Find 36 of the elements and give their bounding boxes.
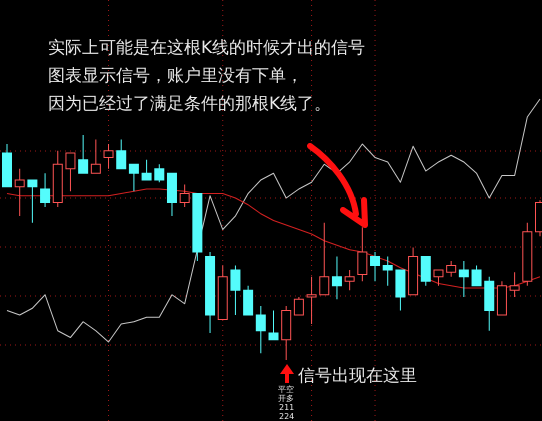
text: 信号出现在这里 [298,366,417,386]
candlestick [382,256,393,286]
candlestick [268,310,278,340]
text: 因为已经过了满足条件的那根K线了。 [48,94,332,114]
candlestick [510,272,520,298]
candlestick [446,260,456,278]
candlestick [319,222,330,296]
text: 开多 [278,394,294,403]
candlestick [27,180,38,224]
candlestick [40,172,50,208]
text: 图表显示信号，账户里没有下单， [48,66,303,86]
candlestick [180,184,190,208]
candlestick [65,152,76,192]
candlestick [78,134,88,174]
candlestick [370,252,380,282]
text: 实际上可能是在这根K线的时候才出的信号 [48,38,366,58]
text: 平空 [278,385,294,394]
candlestick [433,270,444,286]
candlestick [344,270,355,291]
candlestick [154,164,164,183]
text: 211 [279,403,294,412]
candlestick [357,226,368,282]
text: 224 [279,412,294,421]
candlestick [306,276,317,324]
candlestick [458,260,469,298]
candlestick [116,139,126,170]
candlestick [472,265,482,286]
candlestick [90,139,101,174]
candlestick [142,159,152,180]
candlestick [294,296,304,316]
candlestick [14,168,25,216]
candlestick [128,164,139,192]
candlestick [104,144,114,170]
candlestick [230,265,240,316]
candlestick [256,306,266,354]
candlestick [332,256,342,300]
